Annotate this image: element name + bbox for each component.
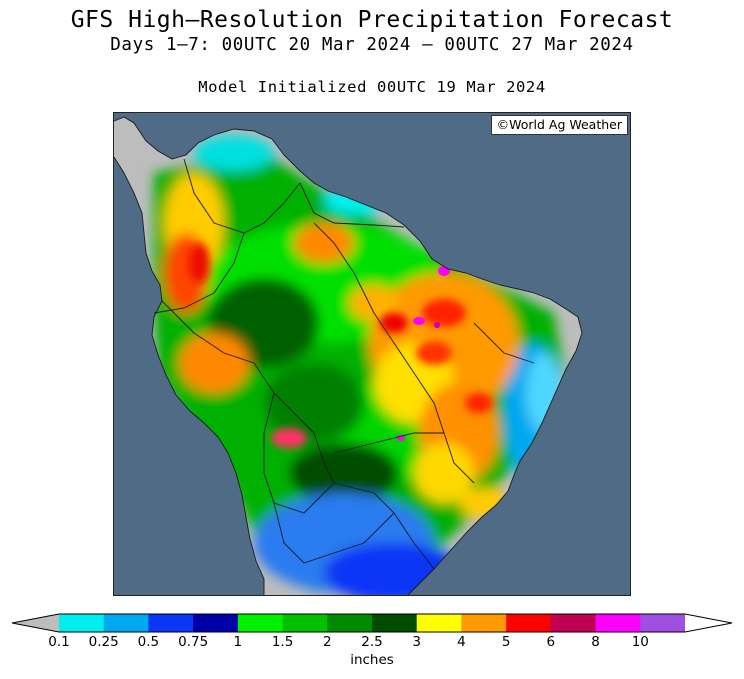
model-init-time: Model Initialized 00UTC 19 Mar 2024 xyxy=(198,78,546,96)
title-block: GFS High–Resolution Precipitation Foreca… xyxy=(0,6,744,56)
colorbar-bins xyxy=(59,614,686,632)
colorbar-bin xyxy=(282,614,328,632)
colorbar-tick-label: 5 xyxy=(501,634,511,650)
precip-map: ©World Ag Weather xyxy=(113,112,631,596)
colorbar-bin xyxy=(416,614,462,632)
copyright-label: ©World Ag Weather xyxy=(490,115,628,135)
colorbar-bin xyxy=(461,614,507,632)
colorbar-tick-label: 1.5 xyxy=(271,634,294,650)
colorbar-bin xyxy=(595,614,641,632)
colorbar-tick-label: 0.5 xyxy=(137,634,160,650)
colorbar-tick-label: 1 xyxy=(233,634,243,650)
colorbar-tick-label: 6 xyxy=(546,634,556,650)
colorbar-tick-label: 0.75 xyxy=(178,634,209,650)
colorbar-tick-label: 10 xyxy=(631,634,649,650)
country-borders xyxy=(114,116,583,595)
map-canvas xyxy=(114,113,630,595)
map-title: GFS High–Resolution Precipitation Foreca… xyxy=(70,7,674,33)
colorbar-tick-label: 0.1 xyxy=(48,634,70,650)
colorbar-bin xyxy=(193,614,239,632)
colorbar-tick-label: 3 xyxy=(412,634,421,650)
colorbar-bin xyxy=(59,614,105,632)
colorbar-bin xyxy=(640,614,686,632)
colorbar-tick-label: 4 xyxy=(457,634,466,650)
colorbar-tick-label: 2.5 xyxy=(361,634,383,650)
colorbar-tick-label: 8 xyxy=(591,634,600,650)
colorbar-bin xyxy=(237,614,284,632)
colorbar-labels: 0.1 0.25 0.5 0.75 1 1.5 2 2.5 3 4 5 6 8 10 xyxy=(0,634,744,652)
colorbar-bin xyxy=(148,614,194,632)
precip-colorbar xyxy=(11,613,733,633)
colorbar-bin xyxy=(550,614,597,632)
forecast-period: Days 1–7: 00UTC 20 Mar 2024 – 00UTC 27 M… xyxy=(110,35,634,55)
colorbar-over-triangle xyxy=(685,614,732,632)
precip-field xyxy=(154,135,564,595)
colorbar-bin xyxy=(327,614,373,632)
colorbar-tick-label: 2 xyxy=(322,634,332,650)
colorbar-tick-label: 0.25 xyxy=(88,634,119,650)
colorbar-outline xyxy=(11,613,733,633)
colorbar-bin xyxy=(506,614,552,632)
colorbar-under-triangle xyxy=(12,614,59,632)
colorbar-units: inches xyxy=(350,652,394,668)
colorbar-bin xyxy=(372,614,418,632)
colorbar-bin xyxy=(103,614,149,632)
